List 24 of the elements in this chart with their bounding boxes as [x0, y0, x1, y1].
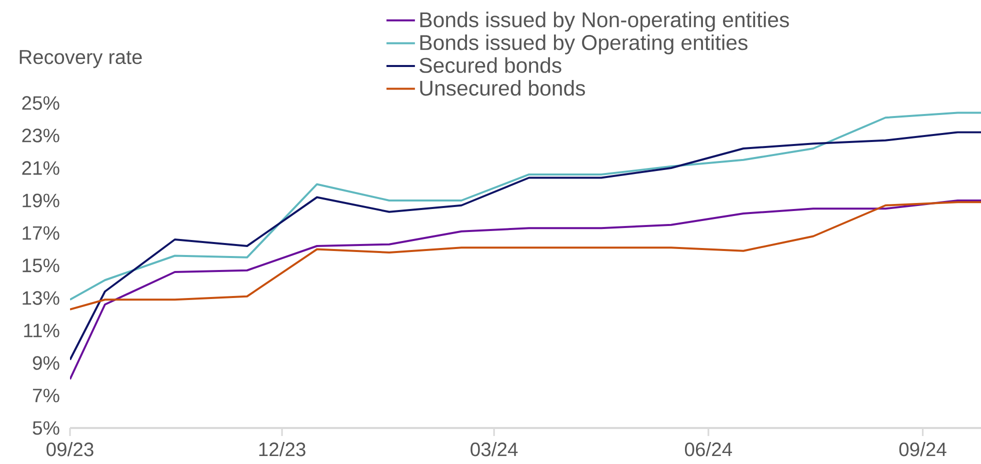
- y-tick-label: 21%: [22, 161, 60, 175]
- y-tick-label: 25%: [22, 96, 60, 110]
- x-tick-label: 09/24: [899, 442, 946, 456]
- line-series: [70, 131, 981, 361]
- line-series: [70, 200, 981, 380]
- y-tick-label: 7%: [32, 388, 60, 402]
- x-tick-label: 12/23: [259, 442, 306, 456]
- y-tick-label: 9%: [32, 356, 60, 370]
- legend-label: Bonds issued by Operating entities: [420, 34, 748, 54]
- y-axis-title: Recovery rate: [20, 50, 142, 68]
- x-tick-label: 03/24: [470, 442, 518, 456]
- y-tick-label: 11%: [24, 324, 60, 338]
- legend-label: Secured bonds: [420, 57, 562, 73]
- y-tick-label: 15%: [22, 258, 60, 272]
- legend-label: Unsecured bonds: [420, 80, 585, 96]
- y-tick-label: 19%: [22, 194, 60, 208]
- x-tick-label: 09/23: [46, 442, 94, 456]
- y-tick-label: 13%: [22, 291, 60, 305]
- y-tick-label: 23%: [22, 128, 60, 142]
- y-tick-label: 17%: [22, 226, 60, 240]
- line-series: [70, 112, 981, 301]
- y-tick-label: 5%: [32, 421, 60, 435]
- legend-label: Bonds issued by Non-operating entities: [420, 12, 789, 32]
- x-tick-label: 06/24: [684, 442, 732, 456]
